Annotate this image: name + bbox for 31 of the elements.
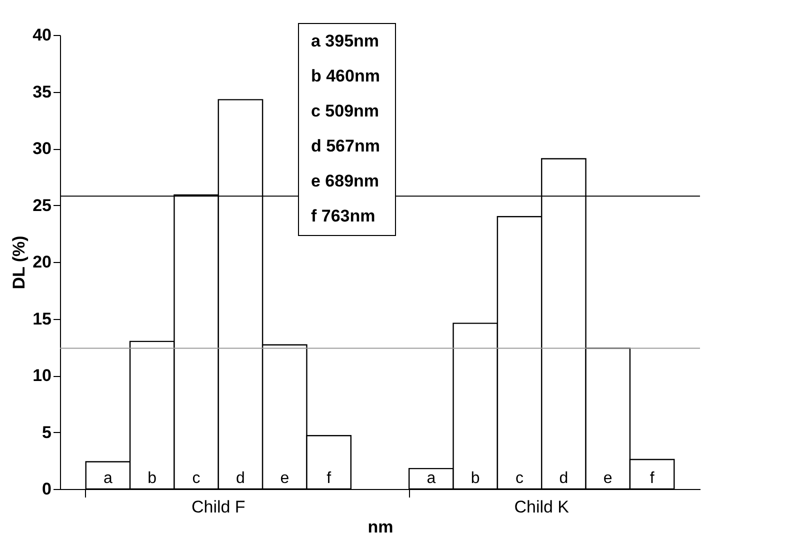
series-label: d xyxy=(236,470,245,487)
y-axis-title: DL (%) xyxy=(10,236,29,290)
y-tick-label: 35 xyxy=(32,82,52,102)
text: a xyxy=(103,470,112,487)
series-label: a xyxy=(426,470,436,487)
y-tick-label: 15 xyxy=(32,309,52,328)
y-tick-label: 20 xyxy=(32,252,52,272)
annotation: e 689nm xyxy=(311,172,380,190)
text: d xyxy=(559,470,568,487)
series-label: b xyxy=(148,470,157,487)
text: b xyxy=(470,470,480,487)
y-tick-label: 10 xyxy=(32,366,52,385)
x-tick-label: Child F xyxy=(191,498,246,516)
annotation: c 509nm xyxy=(311,102,380,120)
series-label: e xyxy=(280,470,290,487)
series-label: f xyxy=(326,470,332,487)
annotation: f 763nm xyxy=(311,206,376,226)
annotation: b 460nm xyxy=(311,66,380,86)
series-label: c xyxy=(192,470,200,487)
text: c xyxy=(516,470,524,487)
y-tick-label: 30 xyxy=(32,139,52,158)
y-tick-label: 0 xyxy=(42,480,52,498)
y-tick-label: 40 xyxy=(32,26,52,44)
y-tick-label: 5 xyxy=(42,422,52,442)
text: e xyxy=(603,470,612,487)
x-tick-label: Child K xyxy=(514,498,570,516)
annotation: d 567nm xyxy=(311,136,380,156)
annotation: a 395nm xyxy=(311,32,380,50)
y-tick-label: 25 xyxy=(32,196,52,215)
text: f xyxy=(650,470,654,487)
x-axis-title: nm xyxy=(368,518,394,536)
